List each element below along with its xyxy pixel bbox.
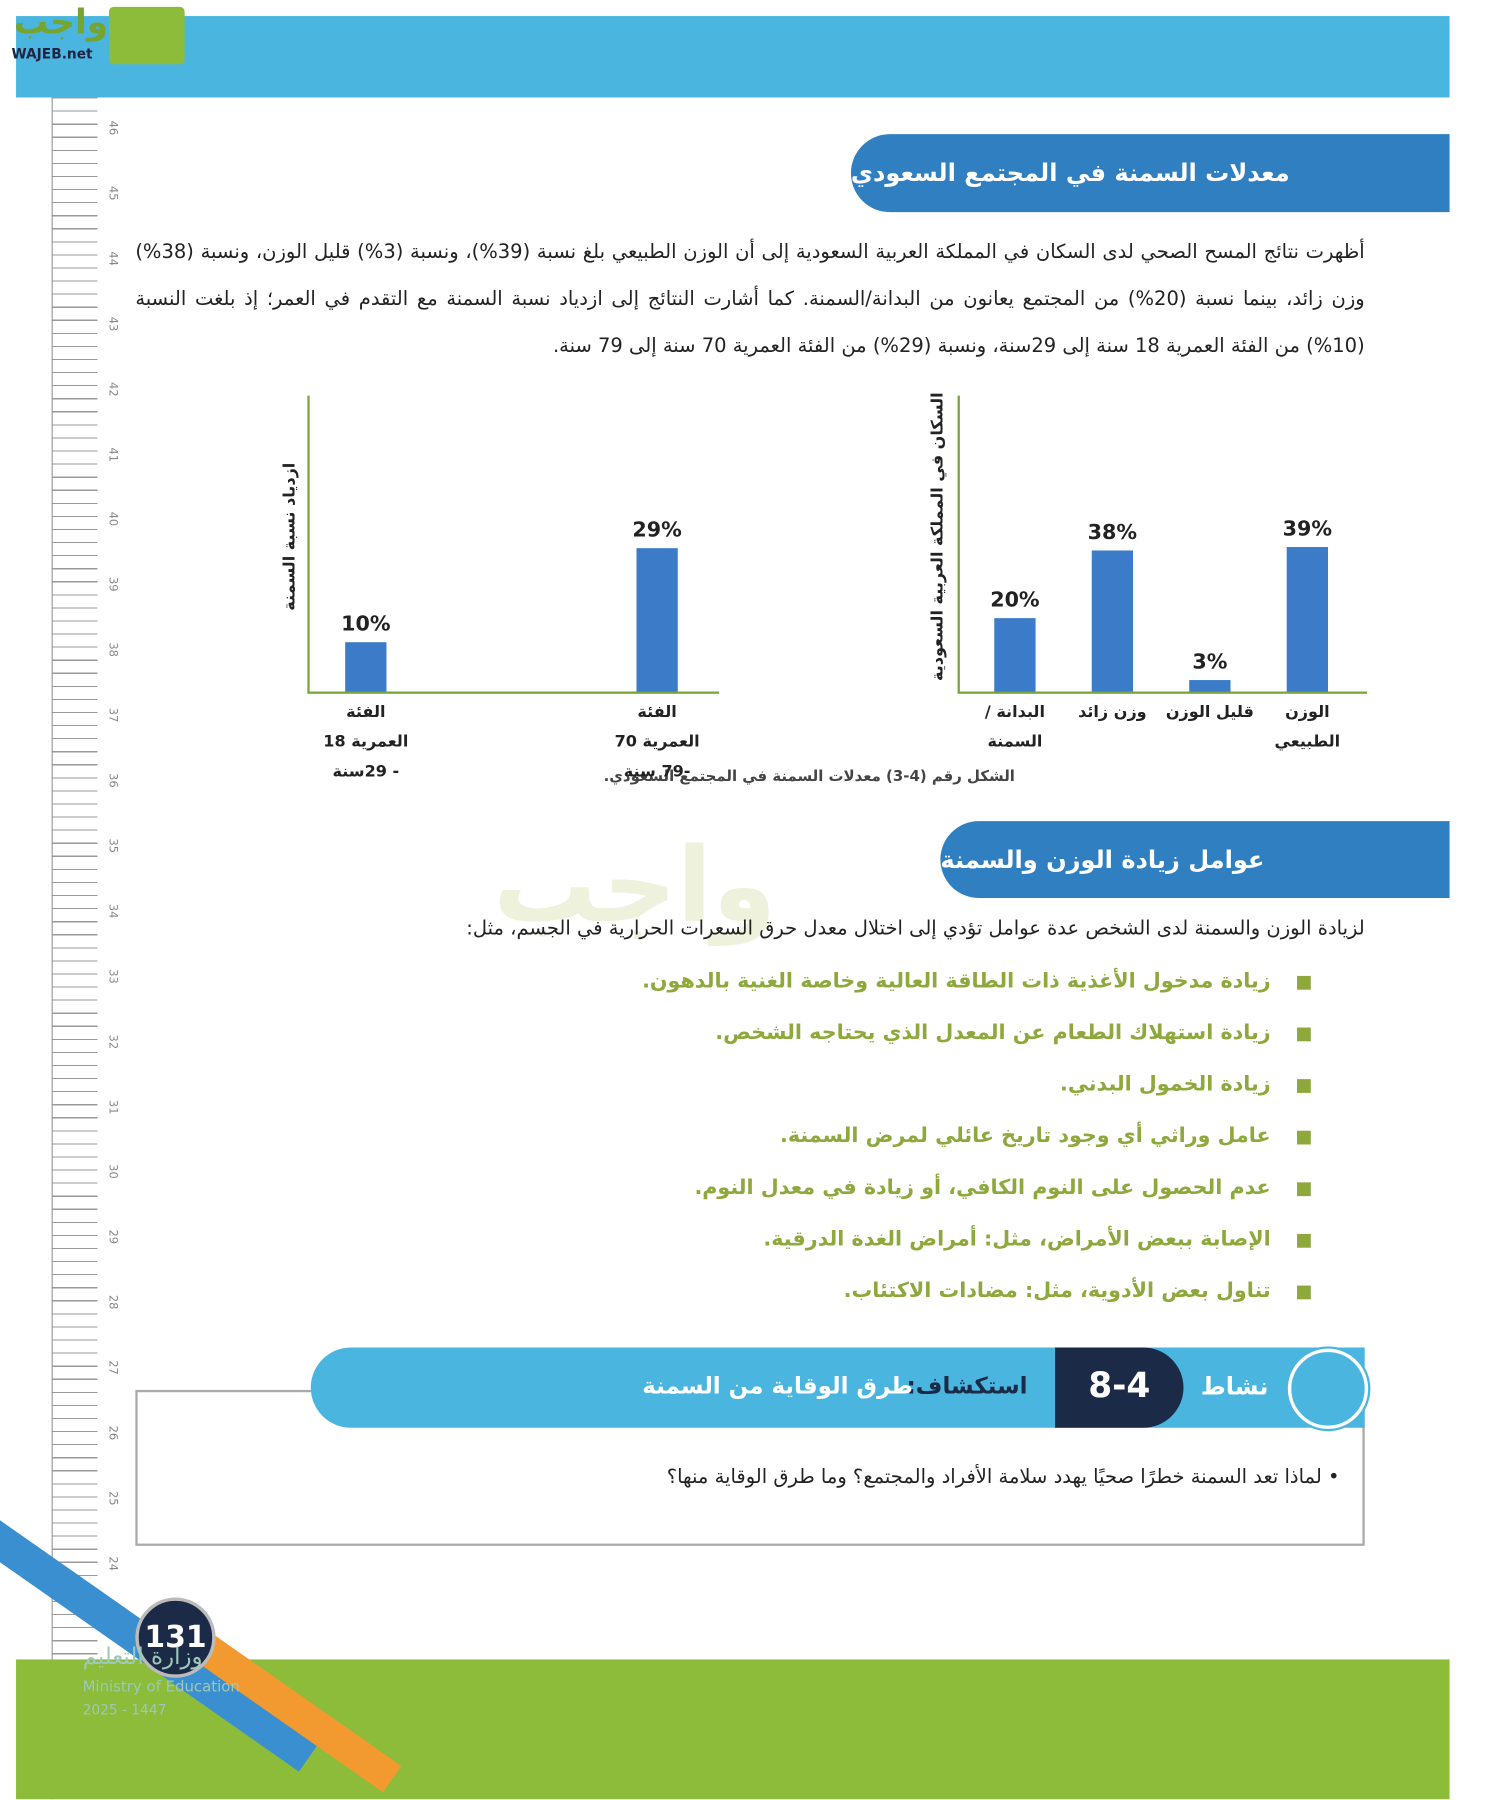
activity-bar: [310, 1347, 1365, 1428]
value-label: 10%: [341, 612, 391, 637]
bullet-square: [1297, 1233, 1311, 1248]
ministry-en: Ministry of Education: [82, 1678, 240, 1697]
bullet-square: [1297, 1182, 1311, 1197]
activity-title: طرق الوقاية من السمنة: [642, 1371, 913, 1400]
intro: لزيادة الوزن والسمنة لدى الشخص عدة عوامل…: [466, 917, 1365, 941]
ruler-number: 33: [106, 968, 119, 984]
category-label: البدانة / السمنة: [984, 702, 1045, 752]
section-title: معدلات السمنة في المجتمع السعودي: [850, 134, 1450, 213]
activity-number-bg: [1055, 1347, 1184, 1428]
factor-item: زيادة استهلاك الطعام عن المعدل الذي يحتا…: [715, 1020, 1271, 1045]
ruler-number: 24: [106, 1556, 119, 1571]
activity-label: نشاط: [1200, 1372, 1269, 1401]
ruler-number: 45: [106, 185, 119, 201]
page-number: 131: [135, 1597, 216, 1678]
ruler-number: 34: [106, 903, 119, 919]
ruler-number: 42: [106, 381, 119, 397]
section-title-text: عوامل زيادة الوزن والسمنة: [940, 845, 1265, 874]
ruler-number: 44: [106, 251, 119, 266]
value-label: 29%: [632, 518, 682, 543]
ministry-year: 2025 - 1447: [82, 1701, 167, 1718]
ruler-number: 36: [106, 773, 119, 788]
category-label: الفئة العمرية 70 -79 سنة: [614, 702, 700, 781]
activity-kind: استكشاف:: [906, 1371, 1028, 1400]
ruler-number: 38: [106, 642, 119, 658]
x-axis: [957, 691, 1367, 694]
ruler-number: 41: [106, 446, 119, 462]
value-label: 3%: [1192, 650, 1228, 675]
ruler-number: 28: [106, 1295, 119, 1310]
activity-question: • لماذا تعد السمنة خطرًا صحيًا يهدد سلام…: [666, 1465, 1340, 1489]
ruler-number: 46: [106, 120, 119, 136]
factor-item: عامل وراثي أي وجود تاريخ عائلي لمرض السم…: [780, 1123, 1271, 1148]
bullet-square: [1297, 1079, 1311, 1093]
ruler-ticks: [51, 97, 98, 1800]
ruler-number: 43: [106, 316, 119, 331]
y-axis: [307, 395, 310, 692]
bullet-square: [1297, 1285, 1311, 1300]
ruler-number: 29: [106, 1229, 119, 1245]
value-label: 20%: [990, 587, 1040, 612]
ruler-number: 37: [106, 707, 119, 723]
bar: [1091, 550, 1134, 692]
ruler-number: 31: [106, 1099, 119, 1114]
factor-item: الإصابة ببعض الأمراض، مثل: أمراض الغدة ا…: [763, 1227, 1271, 1252]
factor-item: عدم الحصول على النوم الكافي، أو زيادة في…: [694, 1175, 1271, 1200]
question-text: لماذا تعد السمنة خطرًا صحيًا يهدد سلامة …: [666, 1465, 1322, 1489]
ministry-ar: وزارة التعليم: [82, 1642, 203, 1670]
factor-item: زيادة الخمول البدني.: [1060, 1072, 1271, 1097]
bullet-square: [1297, 1130, 1311, 1145]
category-label: وزن زائد: [1078, 702, 1147, 722]
activity-number: 8-4: [1088, 1365, 1151, 1406]
value-label: 38%: [1087, 521, 1138, 546]
bar: [636, 548, 678, 692]
logo-en: WAJEB.net: [11, 45, 93, 62]
value-label: 39%: [1282, 517, 1333, 542]
activity-icon: [1287, 1348, 1369, 1429]
bar: [994, 617, 1036, 692]
bar: [1189, 680, 1231, 692]
category-label: قليل الوزن: [1165, 702, 1254, 722]
section-title-text: معدلات السمنة في المجتمع السعودي: [850, 159, 1290, 187]
bar: [1286, 547, 1328, 692]
ruler-number: 30: [106, 1164, 119, 1180]
factor-item: تناول بعض الأدوية، مثل: مضادات الاكتئاب.: [843, 1278, 1271, 1303]
bar: [345, 642, 387, 692]
ruler-number: 26: [106, 1425, 119, 1441]
top-band: [16, 16, 1450, 98]
category-label: الفئة العمرية 18 - 29سنة: [323, 702, 409, 781]
ruler-number: 27: [106, 1360, 119, 1375]
bullet-square: [1297, 975, 1311, 990]
ruler-number: 40: [106, 512, 119, 527]
bullet-square: [1297, 1027, 1311, 1042]
category-label: الوزن الطبيعي: [1274, 702, 1341, 752]
logo-ar: واجب: [13, 2, 109, 43]
y-axis-label: ازدياد نسبة السمنة: [280, 462, 300, 611]
figure-caption: الشكل رقم (4-3) معدلات السمنة في المجتمع…: [603, 768, 1015, 786]
ruler-number: 25: [106, 1490, 119, 1506]
watermark: واجب: [493, 825, 777, 947]
x-axis: [307, 691, 720, 694]
y-axis: [957, 395, 960, 692]
logo-icon: [108, 6, 185, 65]
y-axis-label: السكان في المملكة العربية السعودية: [928, 392, 948, 682]
ruler-number: 35: [106, 838, 119, 853]
section-title: عوامل زيادة الوزن والسمنة: [940, 821, 1450, 898]
ruler-number: 39: [106, 577, 119, 592]
ruler-number: 32: [106, 1034, 119, 1049]
paragraph: أظهرت نتائج المسح الصحي لدى السكان في ال…: [135, 240, 1365, 358]
factor-item: زيادة مدخول الأغذية ذات الطاقة العالية و…: [642, 969, 1271, 994]
